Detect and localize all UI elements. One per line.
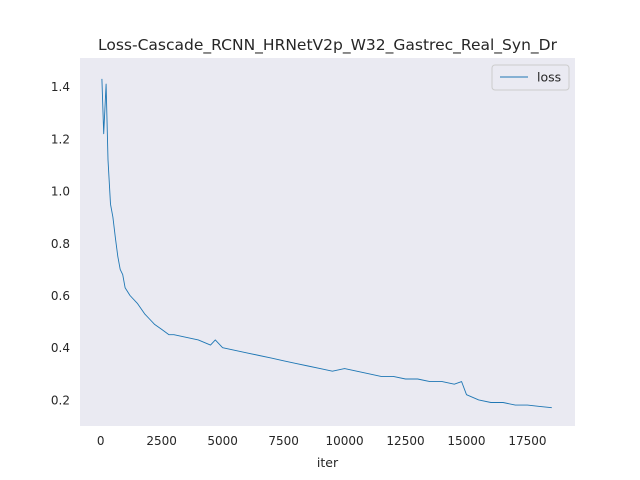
x-tick-label: 10000: [325, 434, 363, 448]
y-tick-label: 0.8: [51, 237, 70, 251]
x-axis-ticks: 0 2500 5000 7500 10000 12500 15000 17500: [97, 434, 547, 448]
series-line-loss: [101, 78, 552, 409]
x-tick-label: 12500: [386, 434, 424, 448]
y-tick-label: 0.2: [51, 393, 70, 407]
y-tick-label: 1.0: [51, 185, 70, 199]
x-axis-label: iter: [317, 455, 339, 470]
x-tick-label: 17500: [508, 434, 546, 448]
legend-box: [491, 64, 570, 91]
x-tick-label: 2500: [146, 434, 177, 448]
y-tick-label: 1.4: [51, 80, 70, 94]
plot-area: [80, 58, 575, 426]
legend-label-loss: loss: [537, 70, 561, 85]
x-tick-label: 0: [97, 434, 105, 448]
x-tick-label: 15000: [447, 434, 485, 448]
y-tick-label: 0.6: [51, 289, 70, 303]
y-tick-label: 1.2: [51, 132, 70, 146]
chart-title: Loss-Cascade_RCNN_HRNetV2p_W32_Gastrec_R…: [98, 36, 558, 55]
y-axis-ticks: 0.2 0.4 0.6 0.8 1.0 1.2 1.4: [51, 80, 70, 407]
legend: loss: [491, 64, 570, 91]
x-tick-label: 7500: [268, 434, 299, 448]
series-layer: [101, 78, 552, 409]
x-tick-label: 5000: [207, 434, 238, 448]
y-tick-label: 0.4: [51, 341, 70, 355]
